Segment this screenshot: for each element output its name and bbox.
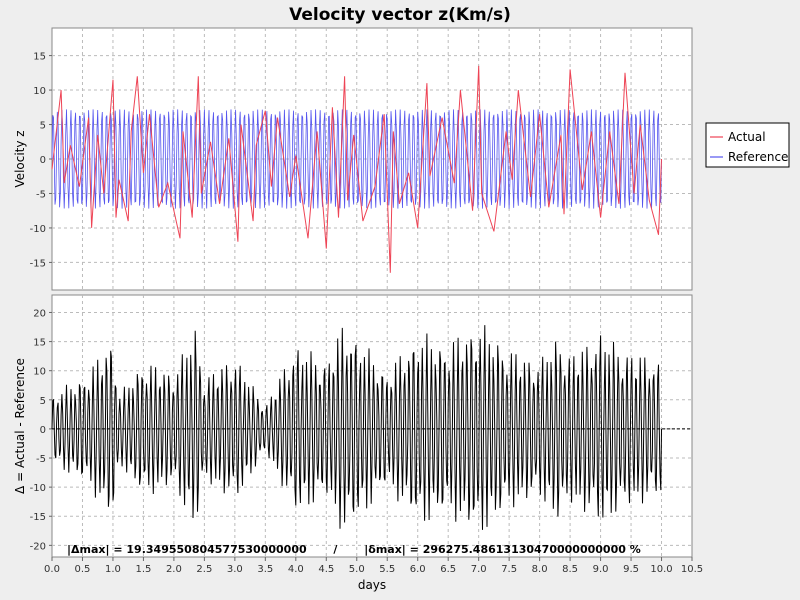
x-tick-label: 10.0 (650, 564, 672, 575)
bottom-y-axis-label: Δ = Actual - Reference (13, 358, 27, 494)
y-tick-label: 15 (33, 52, 46, 63)
delta-series-line (51, 325, 662, 530)
chart-title: Velocity vector z(Km/s) (289, 5, 511, 25)
x-tick-label: 8.5 (562, 564, 578, 575)
x-tick-label: 7.5 (501, 564, 517, 575)
x-tick-label: 4.0 (288, 564, 304, 575)
x-tick-label: 3.5 (257, 564, 273, 575)
x-axis-label: days (358, 578, 386, 592)
y-tick-label: -10 (30, 483, 46, 494)
bottom-series (51, 325, 692, 530)
x-tick-label: 0.5 (75, 564, 91, 575)
top-y-axis-label: Velocity z (13, 130, 27, 187)
x-tick-label: 1.0 (105, 564, 121, 575)
x-tick-label: 10.5 (681, 564, 703, 575)
y-tick-label: -20 (30, 541, 46, 552)
x-tick-label: 6.5 (440, 564, 456, 575)
y-tick-label: -5 (36, 189, 46, 200)
x-axis-ticks: 0.0 0.5 1.0 1.5 2.0 2.5 3.0 3.5 4.0 4.5 5.0 5.5 6.0 6… (44, 557, 703, 575)
x-tick-label: 9.5 (623, 564, 639, 575)
x-tick-label: 2.0 (166, 564, 182, 575)
y-tick-label: 10 (33, 367, 46, 378)
x-tick-label: 9.0 (593, 564, 609, 575)
legend: Actual Reference (705, 122, 790, 168)
x-tick-label: 0.0 (44, 564, 60, 575)
y-tick-label: -10 (30, 224, 46, 235)
y-tick-label: 10 (33, 86, 46, 97)
y-tick-label: 20 (33, 308, 46, 319)
y-tick-label: 5 (40, 121, 46, 132)
x-tick-label: 1.5 (135, 564, 151, 575)
x-tick-label: 2.5 (196, 564, 212, 575)
y-tick-label: 0 (40, 425, 46, 436)
bottom-y-ticks: -20 -15 -10 -5 0 5 10 15 20 (30, 308, 52, 552)
x-tick-label: 8.0 (532, 564, 548, 575)
x-tick-label: 7.0 (471, 564, 487, 575)
top-y-ticks: -15 -10 -5 0 5 10 15 (30, 52, 52, 269)
top-series (51, 65, 662, 273)
y-tick-label: -15 (30, 258, 46, 269)
x-tick-label: 5.0 (349, 564, 365, 575)
reference-series-line (51, 109, 662, 209)
x-tick-label: 6.0 (410, 564, 426, 575)
actual-series-line (51, 65, 662, 273)
x-tick-label: 5.5 (379, 564, 395, 575)
legend-label-reference: Reference (728, 150, 788, 164)
y-tick-label: -15 (30, 512, 46, 523)
y-tick-label: 5 (40, 396, 46, 407)
y-tick-label: 0 (40, 155, 46, 166)
delta-max-annotation: |Δmax| = 19.349550804577530000000 / |δma… (67, 543, 641, 556)
y-tick-label: 15 (33, 338, 46, 349)
x-tick-label: 3.0 (227, 564, 243, 575)
x-tick-label: 4.5 (318, 564, 334, 575)
legend-label-actual: Actual (728, 130, 766, 144)
y-tick-label: -5 (36, 454, 46, 465)
legend-box (705, 122, 790, 168)
